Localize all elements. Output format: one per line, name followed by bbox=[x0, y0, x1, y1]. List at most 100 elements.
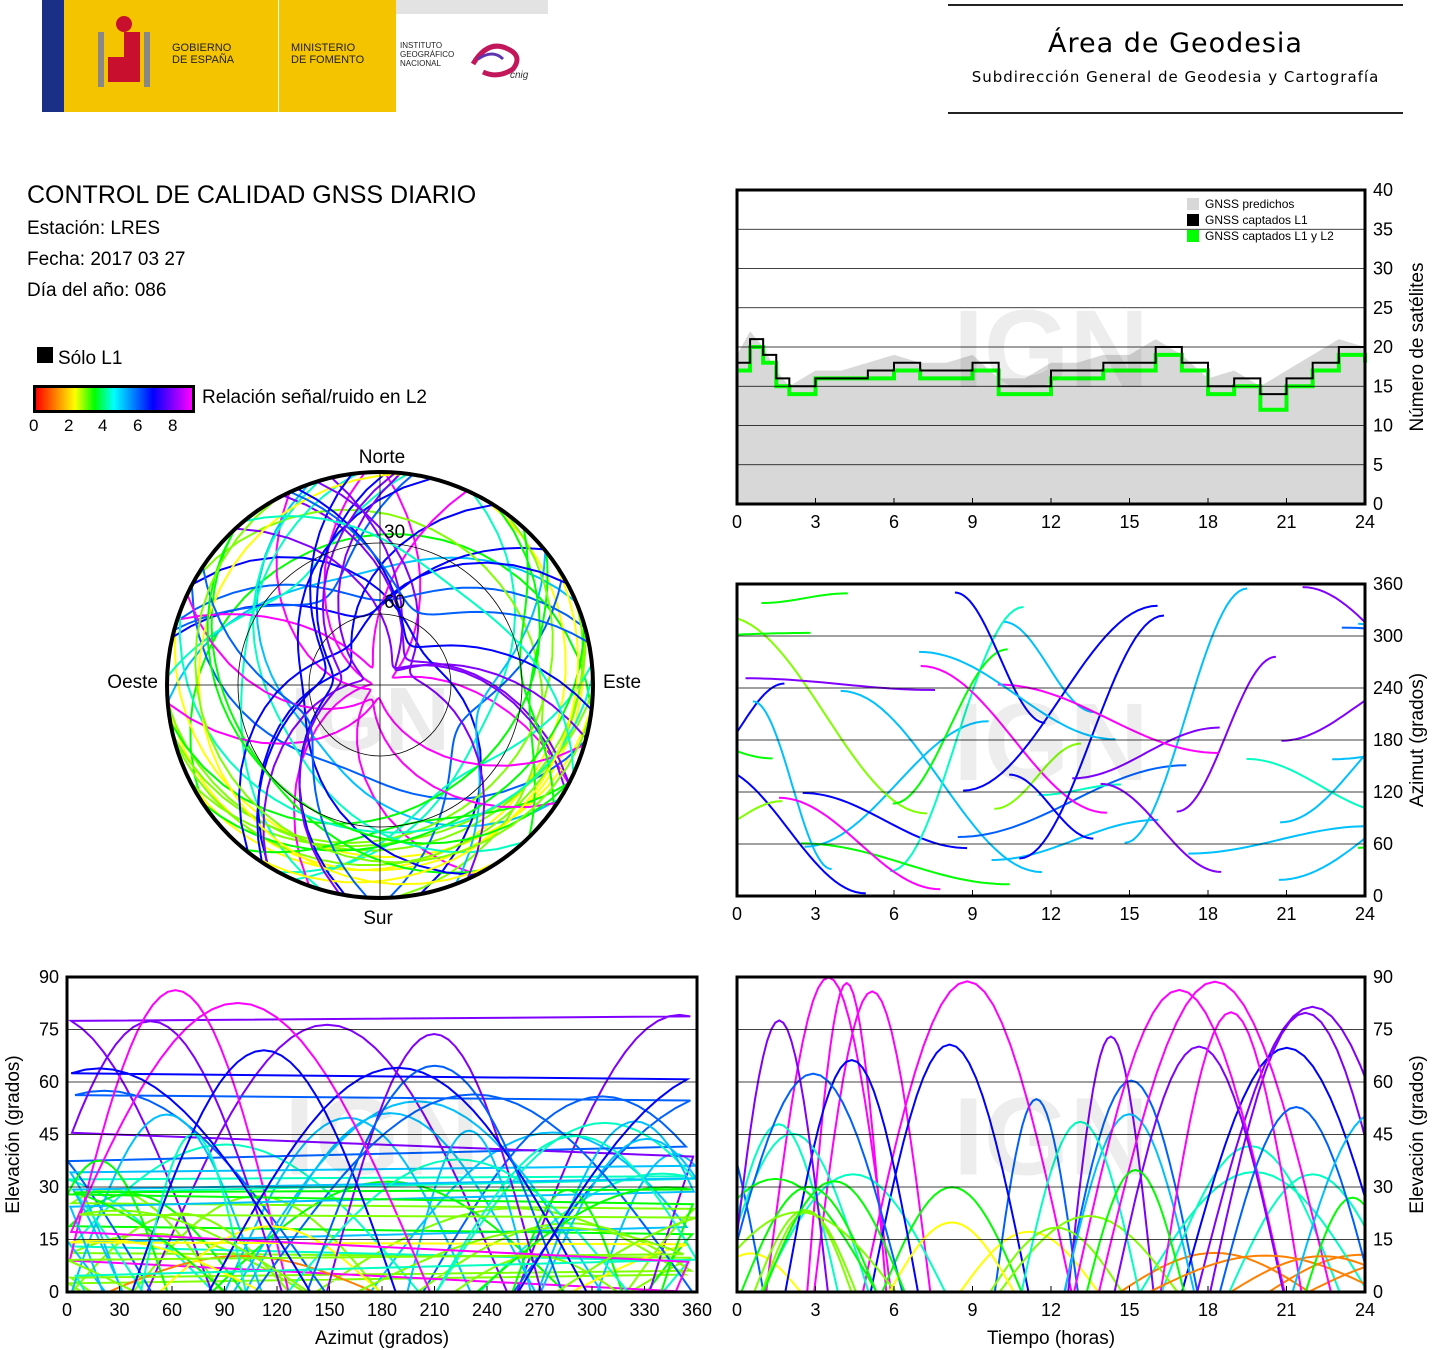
ministry-logo: MINISTERIO DE FOMENTO bbox=[278, 0, 397, 112]
x-tick-label: 0 bbox=[732, 1300, 742, 1320]
snr-tick-8: 8 bbox=[168, 416, 178, 435]
x-tick-label: 0 bbox=[732, 512, 742, 532]
ign-logo: INSTITUTO GEOGRÁFICO NACIONAL cnig bbox=[396, 0, 548, 112]
sky-track bbox=[172, 513, 554, 844]
y-axis-label: Azimut (grados) bbox=[1407, 673, 1428, 807]
track bbox=[1280, 753, 1365, 824]
y-tick-label: 15 bbox=[1373, 376, 1393, 396]
track bbox=[737, 682, 785, 735]
track bbox=[737, 631, 811, 636]
station-name: Estación: LRES bbox=[27, 218, 161, 239]
track bbox=[79, 1209, 697, 1292]
day-of-year: Día del año: 086 bbox=[27, 280, 167, 301]
ring-label-30: 30 bbox=[384, 522, 405, 543]
snr-label: Relación señal/ruido en L2 bbox=[202, 387, 427, 408]
sky-track bbox=[252, 562, 580, 884]
sky-track bbox=[177, 489, 468, 669]
x-axis-label: Azimut (grados) bbox=[315, 1328, 449, 1349]
sky-track bbox=[167, 472, 409, 678]
sky-track bbox=[519, 527, 555, 809]
x-tick-label: 210 bbox=[419, 1300, 449, 1320]
header-logos: GOBIERNO DE ESPAÑA MINISTERIO DE FOMENTO… bbox=[42, 0, 548, 112]
legend-swatch bbox=[1187, 214, 1199, 226]
x-tick-label: 180 bbox=[367, 1300, 397, 1320]
sky-track bbox=[186, 594, 558, 809]
x-tick-label: 12 bbox=[1041, 904, 1061, 924]
track bbox=[287, 1158, 629, 1292]
y-tick-label: 60 bbox=[1373, 834, 1393, 854]
y-tick-label: 0 bbox=[1373, 886, 1383, 906]
track bbox=[994, 742, 1082, 810]
watermark: IGN bbox=[953, 681, 1149, 804]
y-tick-label: 15 bbox=[39, 1230, 59, 1250]
track bbox=[1230, 1255, 1365, 1292]
sky-track bbox=[172, 604, 585, 866]
track bbox=[737, 1252, 802, 1292]
track bbox=[806, 981, 888, 1292]
track bbox=[1304, 1196, 1365, 1292]
track bbox=[1159, 1011, 1303, 1292]
y-tick-label: 20 bbox=[1373, 337, 1393, 357]
y-tick-label: 0 bbox=[1373, 1282, 1383, 1302]
x-tick-label: 3 bbox=[810, 904, 820, 924]
y-tick-label: 0 bbox=[49, 1282, 59, 1302]
x-tick-label: 30 bbox=[109, 1300, 129, 1320]
track bbox=[1063, 1079, 1199, 1292]
track bbox=[1246, 757, 1365, 810]
area-title: Área de Geodesia bbox=[1048, 28, 1303, 59]
watermark: IGN bbox=[953, 1076, 1149, 1199]
track bbox=[73, 1121, 697, 1292]
track bbox=[1209, 1011, 1365, 1292]
x-tick-label: 120 bbox=[262, 1300, 292, 1320]
institute-label: INSTITUTO GEOGRÁFICO NACIONAL bbox=[400, 41, 455, 68]
y-tick-label: 30 bbox=[1373, 259, 1393, 279]
skyplot-chart: IGN 30 60 Norte Sur Oeste Este bbox=[107, 447, 641, 929]
track bbox=[1218, 1105, 1365, 1292]
sky-track bbox=[262, 472, 402, 866]
track bbox=[1181, 1046, 1365, 1292]
track bbox=[207, 1066, 588, 1292]
sky-track bbox=[206, 529, 570, 845]
track bbox=[70, 1067, 691, 1292]
x-tick-label: 90 bbox=[214, 1300, 234, 1320]
y-tick-label: 5 bbox=[1373, 455, 1383, 475]
x-tick-label: 24 bbox=[1355, 904, 1375, 924]
track bbox=[737, 1177, 878, 1292]
dir-south: Sur bbox=[363, 908, 393, 929]
track bbox=[74, 1134, 697, 1292]
track bbox=[759, 1173, 947, 1292]
y-tick-label: 120 bbox=[1373, 782, 1403, 802]
track bbox=[997, 683, 1219, 754]
track bbox=[1100, 782, 1222, 873]
track bbox=[869, 1043, 1030, 1292]
y-tick-label: 75 bbox=[1373, 1020, 1393, 1040]
cnig-label: cnig bbox=[510, 70, 529, 81]
track bbox=[737, 1019, 829, 1292]
x-tick-label: 6 bbox=[889, 512, 899, 532]
y-tick-label: 45 bbox=[1373, 1125, 1393, 1145]
track bbox=[1067, 1035, 1155, 1292]
track bbox=[991, 818, 1159, 861]
area-subtitle: Subdirección General de Geodesia y Carto… bbox=[971, 68, 1380, 86]
area-title-box: Área de Geodesia Subdirección General de… bbox=[948, 4, 1403, 114]
track bbox=[784, 1058, 919, 1292]
track bbox=[762, 1180, 906, 1292]
gobierno-logo: GOBIERNO DE ESPAÑA bbox=[64, 0, 296, 112]
sky-track bbox=[201, 566, 369, 898]
track bbox=[139, 1132, 247, 1292]
snr-tick-6: 6 bbox=[133, 416, 143, 435]
x-tick-label: 9 bbox=[967, 1300, 977, 1320]
track bbox=[802, 791, 968, 850]
track bbox=[737, 1072, 904, 1292]
x-tick-label: 6 bbox=[889, 1300, 899, 1320]
y-tick-label: 90 bbox=[39, 967, 59, 987]
track bbox=[889, 606, 1024, 873]
x-tick-label: 15 bbox=[1119, 1300, 1139, 1320]
sky-track bbox=[528, 551, 549, 838]
track bbox=[737, 617, 928, 815]
